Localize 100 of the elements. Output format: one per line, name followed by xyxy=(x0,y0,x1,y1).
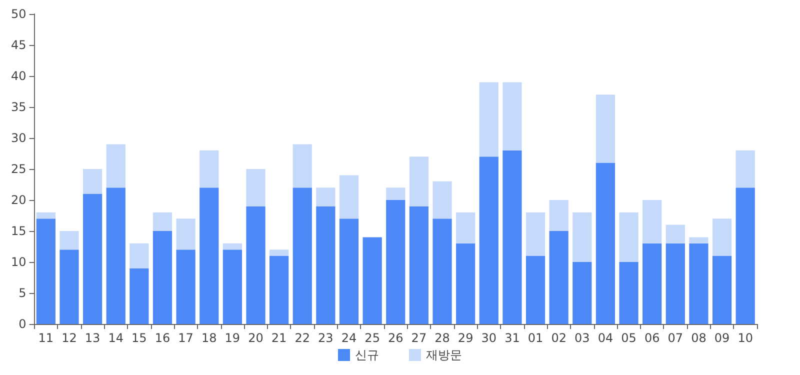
x-tick-label: 30 xyxy=(481,331,497,345)
bar xyxy=(572,262,592,324)
bar xyxy=(386,200,406,324)
x-tick-label: 18 xyxy=(201,331,217,345)
bar xyxy=(549,231,568,324)
x-tick-label: 17 xyxy=(178,331,194,345)
bar xyxy=(200,188,219,324)
x-tick-label: 23 xyxy=(318,331,334,345)
bar xyxy=(316,206,336,324)
bar xyxy=(549,200,568,231)
y-tick-label: 15 xyxy=(10,224,26,238)
x-tick-label: 03 xyxy=(574,331,590,345)
bar xyxy=(572,212,592,262)
bar xyxy=(176,250,196,324)
bar xyxy=(596,94,616,163)
bar xyxy=(130,243,149,268)
bar xyxy=(479,156,498,324)
bar xyxy=(270,250,289,256)
x-tick-label: 26 xyxy=(388,331,404,345)
bar xyxy=(60,231,79,250)
bar xyxy=(502,82,522,150)
bar xyxy=(432,218,452,324)
bar xyxy=(689,237,708,244)
y-tick-label: 5 xyxy=(18,286,26,300)
x-tick-label: 13 xyxy=(84,331,100,345)
legend-label: 재방문 xyxy=(426,348,462,362)
bar xyxy=(736,150,755,188)
bar xyxy=(152,231,172,324)
bar xyxy=(292,188,312,324)
x-tick-label: 09 xyxy=(714,331,730,345)
bar xyxy=(456,243,476,324)
y-tick-label: 45 xyxy=(10,38,26,52)
bar xyxy=(82,194,102,324)
x-tick-label: 19 xyxy=(224,331,240,345)
bar xyxy=(666,224,685,244)
bar xyxy=(526,212,546,256)
x-tick-label: 14 xyxy=(108,331,124,345)
bar xyxy=(176,218,196,250)
x-tick-label: 11 xyxy=(38,331,54,345)
x-tick-label: 27 xyxy=(411,331,427,345)
bar xyxy=(689,243,708,324)
y-tick-label: 25 xyxy=(10,162,26,176)
bar xyxy=(666,243,685,324)
x-tick-label: 25 xyxy=(364,331,380,345)
x-tick-label: 10 xyxy=(738,331,753,345)
x-tick-label: 01 xyxy=(528,331,544,345)
bar xyxy=(386,188,406,200)
x-tick-label: 05 xyxy=(621,331,636,345)
bar xyxy=(409,156,429,206)
y-tick-label: 20 xyxy=(10,193,26,207)
bar xyxy=(316,188,336,206)
legend-label: 신규 xyxy=(355,348,379,362)
bar xyxy=(526,256,546,324)
bar xyxy=(642,200,662,244)
bar xyxy=(339,218,359,324)
x-tick-label: 07 xyxy=(668,331,684,345)
bar xyxy=(222,250,242,324)
bar xyxy=(246,206,266,324)
y-tick-label: 0 xyxy=(18,317,26,331)
bar xyxy=(200,150,219,188)
bar xyxy=(479,82,498,157)
bar xyxy=(130,268,149,324)
bar xyxy=(60,250,79,324)
bar xyxy=(36,212,56,219)
bar xyxy=(246,169,266,206)
bar xyxy=(596,162,616,324)
bar xyxy=(82,169,102,194)
bar xyxy=(106,144,126,188)
x-tick-label: 28 xyxy=(434,331,450,345)
y-tick-label: 10 xyxy=(10,255,26,269)
bar xyxy=(736,188,755,324)
y-tick-label: 35 xyxy=(10,100,26,114)
x-tick-label: 12 xyxy=(62,331,77,345)
bar xyxy=(106,188,126,324)
bar xyxy=(270,256,289,324)
y-tick-label: 30 xyxy=(10,131,26,145)
x-tick-label: 21 xyxy=(271,331,287,345)
x-tick-label: 02 xyxy=(551,331,566,345)
x-tick-label: 22 xyxy=(294,331,310,345)
bar xyxy=(619,262,638,324)
x-tick-label: 31 xyxy=(504,331,520,345)
x-tick-label: 29 xyxy=(458,331,474,345)
bar xyxy=(409,206,429,324)
x-tick-label: 16 xyxy=(154,331,170,345)
bar xyxy=(292,144,312,188)
y-tick-label: 40 xyxy=(10,69,26,83)
x-tick-label: 15 xyxy=(132,331,147,345)
x-tick-label: 20 xyxy=(248,331,264,345)
bar xyxy=(222,243,242,250)
bar xyxy=(456,212,476,244)
bar xyxy=(339,175,359,219)
bar xyxy=(362,237,382,324)
bar xyxy=(712,256,732,324)
bar xyxy=(642,243,662,324)
y-tick-label: 50 xyxy=(10,7,26,21)
x-tick-label: 24 xyxy=(341,331,357,345)
x-tick-label: 04 xyxy=(598,331,614,345)
bar xyxy=(502,150,522,324)
bar xyxy=(712,218,732,256)
bar xyxy=(432,181,452,219)
